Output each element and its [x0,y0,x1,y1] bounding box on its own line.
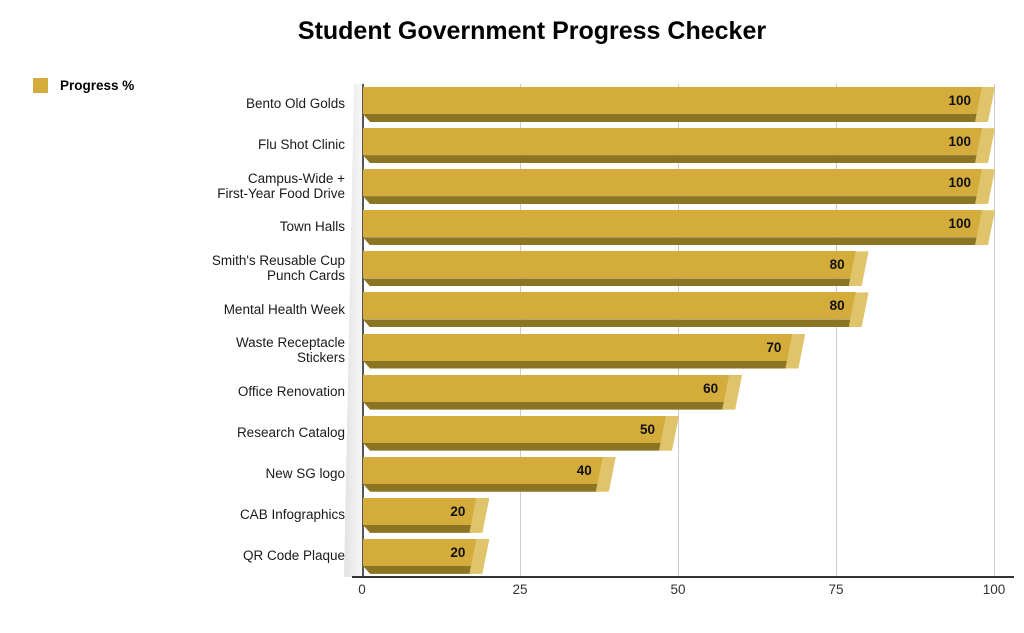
category-label: Waste Receptacle Stickers [235,335,345,366]
category-labels: Bento Old Golds Flu Shot Clinic Campus-Wid… [0,84,352,577]
x-axis-line [352,576,1014,578]
bar: 100 [363,169,995,205]
category-label: Research Catalog [236,424,345,440]
bar-shade [363,401,726,410]
legend-swatch-icon [33,78,48,93]
bar-shade [363,524,473,533]
bar-shade [363,360,789,369]
category-label: Mental Health Week [223,301,345,317]
category-label: Office Renovation [237,383,345,399]
legend-label: Progress % [60,78,135,93]
gridline [520,84,521,577]
bar-face [363,456,603,484]
category-label: Flu Shot Clinic [257,137,345,153]
x-tick-label: 50 [670,582,686,597]
bar-shade [363,319,852,328]
bar-value-label: 40 [576,462,592,478]
chart-title: Student Government Progress Checker [297,17,767,45]
plot-area: 100 100 100 100 80 80 70 60 50 40 20 20 [352,84,1014,578]
bar-value-label: 100 [948,93,971,108]
bar-face [363,169,982,197]
bar: 80 [363,251,869,287]
bar-value-label: 80 [829,257,845,273]
bar-shade [363,278,852,287]
bar-face [363,292,856,320]
category-label: CAB Infographics [239,506,345,522]
y-axis-line [362,84,364,577]
bar-face [363,538,477,566]
bar-shade [363,155,978,164]
x-tick-label: 25 [512,582,528,597]
bar-face [363,333,793,361]
bar-shade [363,442,662,451]
bar: 20 [363,538,490,574]
bar: 70 [363,333,806,369]
bar-face [363,251,856,279]
bar-value-label: 100 [948,216,971,232]
legend: Progress % [33,78,134,93]
x-tick-label: 0 [358,582,366,597]
bar-value-label: 100 [948,175,971,191]
category-label: New SG logo [265,465,345,481]
x-tick-label: 100 [982,582,1006,597]
bar-shade [363,114,978,122]
gridline [678,84,679,577]
bar: 80 [363,292,869,328]
category-label: QR Code Plaque [242,548,345,564]
category-label: Smith's Reusable Cup Punch Cards [211,253,345,283]
bar-face [363,87,982,114]
bar-shade [363,565,473,574]
bar-value-label: 60 [703,380,719,396]
gridline [836,84,837,577]
bar-shade [363,483,599,492]
bar-face [363,210,982,238]
x-tick-label: 75 [828,582,844,597]
category-label: Bento Old Golds [245,96,345,112]
bar-value-label: 80 [829,298,845,314]
bar-value-label: 100 [948,134,971,150]
bar-value-label: 50 [639,421,655,437]
bar-face [363,415,666,443]
bar: 100 [363,87,995,122]
category-label: Town Halls [279,219,345,235]
bar: 40 [363,456,616,492]
x-axis-ticks: 0 25 50 75 100 [358,582,1005,602]
bar: 100 [363,210,995,246]
bar: 100 [363,128,995,164]
bar-face [363,497,477,525]
bar-face [363,374,730,402]
bar: 50 [363,415,679,451]
bar-shade [363,237,978,246]
category-label: Campus-Wide + First-Year Food Drive [217,170,345,201]
bar-value-label: 70 [766,339,782,355]
bar-value-label: 20 [450,544,466,560]
bar-value-label: 20 [450,503,466,519]
bar-shade [363,196,978,205]
bar-face [363,128,982,156]
gridline [994,84,995,577]
bar: 60 [363,374,743,410]
bar: 20 [363,497,490,533]
